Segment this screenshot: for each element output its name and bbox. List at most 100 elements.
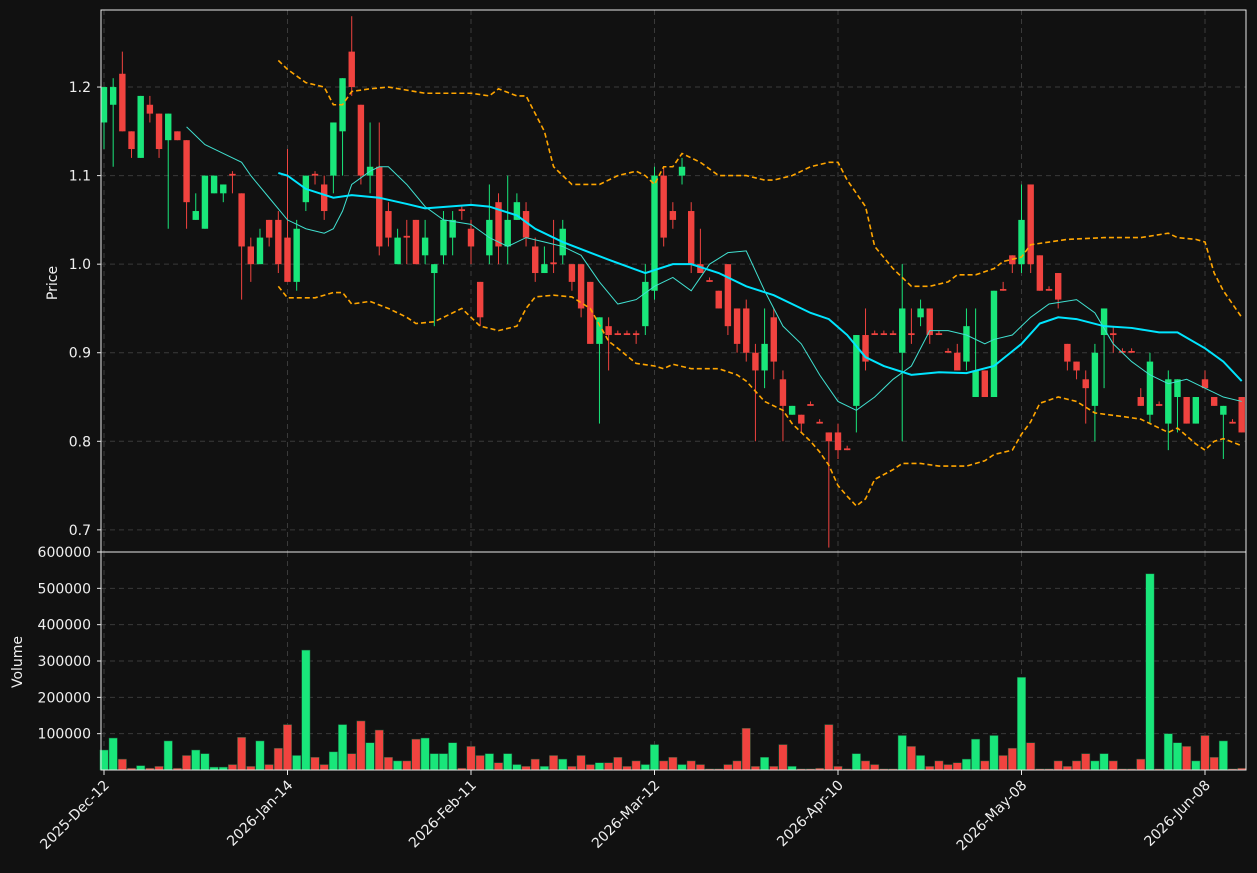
candle-body [1064,343,1071,362]
volume-bar [686,760,696,771]
y-tick-label: 1.2 [69,80,91,96]
candle-body [926,308,933,336]
volume-bar [1081,753,1091,771]
candle-body [1155,404,1163,406]
candle-body [522,211,530,238]
candle-body [119,73,126,132]
indicator-line [277,285,1242,508]
candle-body [100,87,108,123]
candle-body [587,281,594,344]
candle-body [660,175,667,238]
volume-bar [760,757,770,771]
candle-body [834,432,842,451]
volume-bar [301,649,311,771]
volume-bar [466,746,476,771]
candle-body [165,113,172,141]
candle-body [724,264,732,327]
candle-body [550,262,557,265]
volume-bar [668,757,678,771]
volume-bar [374,729,384,771]
volume-bar [1108,760,1118,771]
volume-bar [475,755,485,771]
candle-body [605,326,612,336]
candle-body [1027,184,1034,265]
candle-body [1192,397,1200,424]
candle-body [137,95,144,158]
candle-body [412,219,420,265]
volume-bar [1163,733,1173,771]
candle-body [1174,379,1181,398]
y-tick-label: 1.1 [69,169,91,185]
candle-body [715,290,722,309]
candle-body [146,104,154,114]
volume-bar [439,753,448,771]
volume-bar [851,753,861,771]
volume-bar [200,753,210,771]
volume-bar [833,766,843,771]
candle-body [853,335,860,406]
volume-bar [393,760,403,771]
volume-bar [283,724,292,771]
candle-body [733,308,741,344]
candle-body [210,175,218,194]
candle-body [220,184,227,194]
volume-bar [769,766,779,771]
candle-body [238,193,245,247]
grid [101,10,1246,770]
candle-body [1210,397,1218,406]
y-tick-label: 0.8 [69,434,91,450]
marks [99,16,1247,771]
y-tick-label: 1.0 [69,257,91,273]
candle-body [403,235,410,238]
y-axis-label: Price [45,266,61,300]
candle-body [981,370,988,398]
candle-body [265,219,273,238]
candle-body [954,352,961,371]
volume-bar [1053,760,1063,771]
candle-body [513,202,521,220]
candle-body [458,209,466,212]
candle-body [1165,379,1172,424]
candle-body [431,264,438,274]
candle-body [293,228,300,282]
candle-body [743,308,750,353]
volume-bar [182,755,192,771]
candle-body [899,308,906,353]
indicator-line [186,126,1242,411]
candle-body [963,326,970,362]
volume-bar [163,740,173,771]
volume-bar [255,740,265,771]
candle-body [816,421,823,424]
candle-body [357,104,365,176]
candle-body [908,333,915,336]
candle-body [1119,350,1126,353]
volume-bar [549,755,559,771]
candle-body [1146,361,1154,415]
candle-body [788,405,796,415]
volume-bar [191,749,201,771]
candle-body [632,333,640,336]
candle-body [807,404,814,406]
volume-bar [108,737,118,771]
candle-body [770,317,777,362]
volume-bar [1090,760,1100,771]
candle-body [1055,273,1062,300]
volume-bar [622,766,632,771]
volume-bar [952,762,962,771]
candle-body [880,333,888,336]
candle-body [614,333,621,336]
volume-bar [695,764,705,771]
volume-bar [778,744,788,771]
volume-bar [677,764,687,771]
candle-body [467,228,475,247]
volume-bar [613,757,623,771]
candle-body [229,173,236,176]
candle-body [798,414,805,424]
candle-body [311,173,319,176]
candle-body [394,237,401,265]
candle-body [999,288,1007,291]
candle-body [706,280,713,282]
candle-body [1082,379,1089,389]
volume-bar [484,753,494,771]
